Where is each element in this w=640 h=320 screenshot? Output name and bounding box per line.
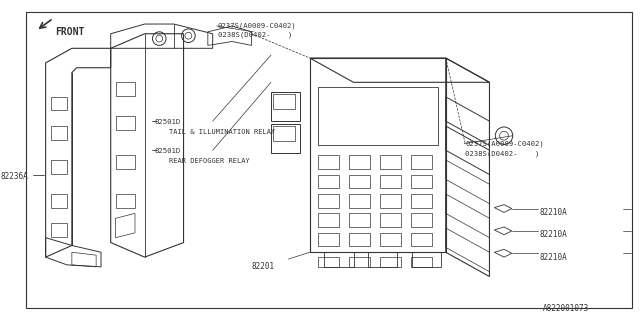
Text: A822001073: A822001073: [543, 304, 589, 313]
Text: 0237S(A0009-C0402): 0237S(A0009-C0402): [218, 22, 296, 28]
Text: FRONT: FRONT: [55, 27, 84, 37]
Text: 0237S(A0009-C0402): 0237S(A0009-C0402): [465, 140, 544, 147]
Text: 82201: 82201: [252, 262, 275, 271]
Text: 82501D: 82501D: [154, 119, 180, 125]
Text: 82210A: 82210A: [540, 230, 568, 239]
Text: REAR DEFOGGER RELAY: REAR DEFOGGER RELAY: [169, 158, 250, 164]
Text: 82236A: 82236A: [1, 172, 28, 181]
Text: TAIL & ILLUMINATION RELAY: TAIL & ILLUMINATION RELAY: [169, 129, 275, 135]
Text: 82210A: 82210A: [540, 252, 568, 262]
Text: 0238S(D0402-    ): 0238S(D0402- ): [218, 32, 292, 38]
Text: 0238S(D0402-    ): 0238S(D0402- ): [465, 150, 540, 157]
Text: 82210A: 82210A: [540, 208, 568, 217]
Text: 82501D: 82501D: [154, 148, 180, 154]
